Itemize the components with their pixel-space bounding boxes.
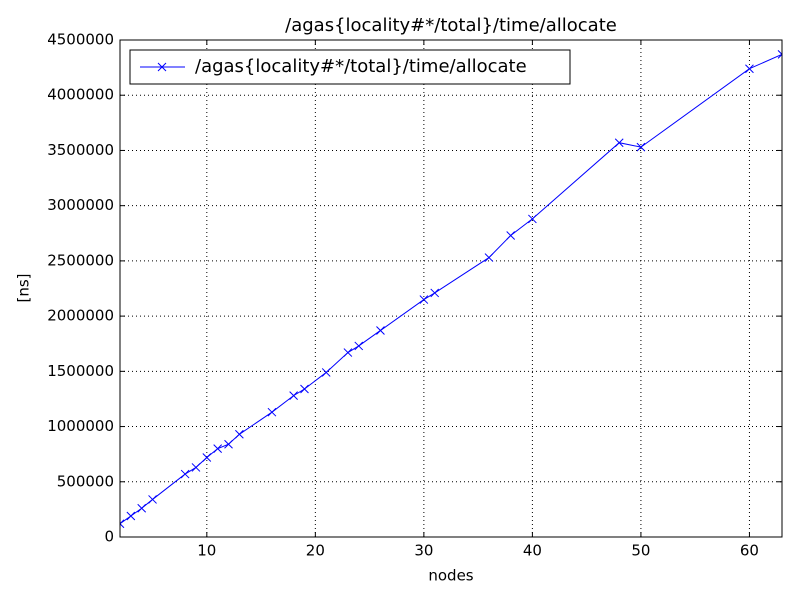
marker: [180, 469, 190, 479]
y-axis-label: [ns]: [15, 273, 33, 302]
marker: [745, 64, 754, 74]
marker: [430, 288, 440, 298]
y-tick-label: 3000000: [47, 196, 114, 214]
marker: [354, 341, 364, 351]
marker: [148, 495, 157, 504]
y-tick-label: 0: [104, 528, 114, 546]
y-tick-label: 3500000: [47, 141, 114, 159]
x-tick-label: 20: [306, 542, 325, 560]
marker: [267, 407, 277, 417]
x-tick-label: 60: [740, 542, 759, 560]
marker: [137, 503, 147, 513]
chart-title: /agas{locality#*/total}/time/allocate: [285, 15, 617, 36]
legend-box: [129, 49, 571, 85]
legend-label: /agas{locality#*/total}/time/allocate: [195, 56, 527, 77]
marker: [213, 444, 223, 453]
marker: [289, 391, 298, 400]
marker: [321, 368, 331, 377]
marker: [191, 463, 201, 472]
marker: [777, 50, 782, 59]
marker: [376, 326, 385, 335]
marker: [528, 214, 537, 224]
x-tick-label: 30: [414, 542, 433, 560]
marker: [484, 253, 494, 262]
legend-marker: [157, 62, 167, 72]
marker: [224, 439, 233, 449]
marker: [506, 231, 516, 240]
y-tick-label: 4500000: [47, 31, 114, 49]
marker: [614, 138, 624, 148]
y-tick-label: 500000: [57, 472, 114, 490]
x-tick-label: 40: [523, 542, 542, 560]
y-tick-label: 1000000: [47, 417, 114, 435]
y-tick-label: 1500000: [47, 362, 114, 380]
plot-frame: [119, 39, 783, 538]
marker: [419, 295, 429, 304]
marker: [202, 453, 212, 462]
marker: [235, 429, 244, 439]
y-tick-label: 2500000: [47, 251, 114, 269]
y-tick-label: 2000000: [47, 307, 114, 325]
marker: [120, 519, 125, 529]
marker: [126, 511, 136, 521]
marker: [343, 348, 353, 357]
marker: [636, 142, 646, 152]
x-axis-label: nodes: [428, 567, 473, 585]
x-tick-label: 50: [631, 542, 650, 560]
x-tick-label: 10: [197, 542, 216, 560]
y-tick-label: 4000000: [47, 86, 114, 104]
marker: [300, 384, 309, 394]
